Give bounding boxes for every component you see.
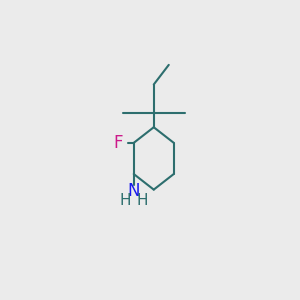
Text: H: H — [119, 193, 131, 208]
Text: H: H — [137, 193, 148, 208]
Text: F: F — [114, 134, 123, 152]
Text: N: N — [128, 182, 140, 200]
